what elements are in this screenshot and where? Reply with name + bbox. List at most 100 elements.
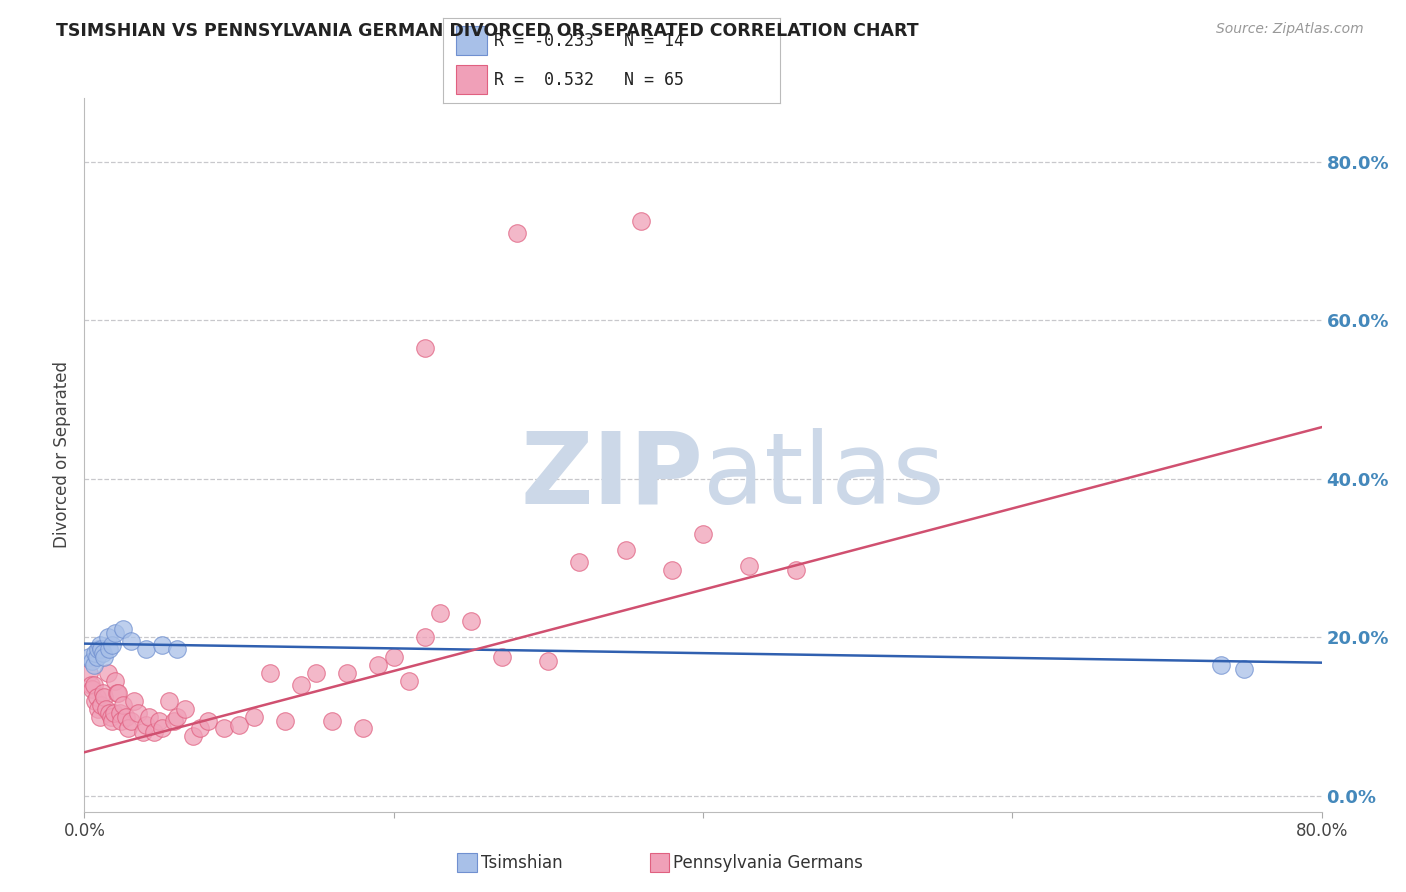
Point bbox=[97, 665, 120, 680]
Point bbox=[367, 658, 389, 673]
Point bbox=[93, 650, 115, 665]
Point bbox=[382, 650, 405, 665]
Point bbox=[83, 658, 105, 673]
Point bbox=[143, 725, 166, 739]
Point bbox=[84, 646, 107, 660]
Point bbox=[86, 650, 108, 665]
Point bbox=[112, 623, 135, 637]
Point bbox=[568, 555, 591, 569]
Point bbox=[87, 701, 110, 715]
Point bbox=[120, 714, 142, 728]
Point bbox=[661, 563, 683, 577]
Point bbox=[630, 214, 652, 228]
Point bbox=[108, 706, 131, 720]
FancyBboxPatch shape bbox=[457, 65, 486, 95]
Point bbox=[336, 665, 359, 680]
Point bbox=[79, 678, 101, 692]
Point bbox=[84, 694, 107, 708]
Point bbox=[174, 701, 197, 715]
Point bbox=[413, 630, 436, 644]
Point bbox=[212, 722, 235, 736]
Point bbox=[117, 722, 139, 736]
Point bbox=[120, 634, 142, 648]
Point bbox=[98, 642, 121, 657]
Point bbox=[135, 717, 157, 731]
Point bbox=[107, 686, 129, 700]
Point bbox=[98, 706, 121, 720]
Point bbox=[259, 665, 281, 680]
Point bbox=[110, 714, 132, 728]
Point bbox=[101, 638, 124, 652]
Point bbox=[398, 673, 420, 688]
Point bbox=[132, 725, 155, 739]
Point bbox=[537, 654, 560, 668]
Point bbox=[86, 690, 108, 704]
Point bbox=[104, 673, 127, 688]
Text: R = -0.233   N = 14: R = -0.233 N = 14 bbox=[494, 32, 683, 50]
Point bbox=[1233, 662, 1256, 676]
Point bbox=[103, 706, 125, 720]
Point bbox=[82, 681, 104, 696]
Point bbox=[305, 665, 328, 680]
Point bbox=[614, 543, 637, 558]
Point bbox=[100, 709, 122, 723]
Point bbox=[506, 226, 529, 240]
Point bbox=[159, 694, 181, 708]
Point bbox=[197, 714, 219, 728]
Point bbox=[112, 698, 135, 712]
Point bbox=[83, 678, 105, 692]
Point bbox=[89, 638, 111, 652]
Point bbox=[90, 642, 112, 657]
Point bbox=[77, 665, 100, 680]
Point bbox=[429, 607, 451, 621]
Point bbox=[166, 642, 188, 657]
Y-axis label: Divorced or Separated: Divorced or Separated bbox=[53, 361, 72, 549]
Point bbox=[243, 709, 266, 723]
Point bbox=[150, 722, 173, 736]
Point bbox=[105, 686, 128, 700]
Point bbox=[1211, 658, 1233, 673]
Point bbox=[89, 709, 111, 723]
Point bbox=[91, 686, 114, 700]
FancyBboxPatch shape bbox=[457, 27, 486, 55]
Point bbox=[692, 527, 714, 541]
Text: Tsimshian: Tsimshian bbox=[481, 854, 562, 871]
Point bbox=[274, 714, 297, 728]
Point bbox=[115, 709, 138, 723]
Point bbox=[104, 626, 127, 640]
Point bbox=[321, 714, 343, 728]
Point bbox=[82, 654, 104, 668]
Point bbox=[91, 646, 114, 660]
Point bbox=[491, 650, 513, 665]
Point bbox=[87, 642, 110, 657]
Point bbox=[460, 615, 482, 629]
Text: atlas: atlas bbox=[703, 428, 945, 524]
Point bbox=[181, 730, 204, 744]
Point bbox=[122, 694, 145, 708]
Point bbox=[738, 558, 761, 573]
Point bbox=[228, 717, 250, 731]
Point bbox=[90, 698, 112, 712]
Text: Source: ZipAtlas.com: Source: ZipAtlas.com bbox=[1216, 22, 1364, 37]
Text: TSIMSHIAN VS PENNSYLVANIA GERMAN DIVORCED OR SEPARATED CORRELATION CHART: TSIMSHIAN VS PENNSYLVANIA GERMAN DIVORCE… bbox=[56, 22, 920, 40]
Point bbox=[94, 701, 117, 715]
Text: ZIP: ZIP bbox=[520, 428, 703, 524]
Point bbox=[77, 650, 100, 665]
Text: R =  0.532   N = 65: R = 0.532 N = 65 bbox=[494, 70, 683, 88]
Point bbox=[163, 714, 186, 728]
Point bbox=[138, 709, 160, 723]
Point bbox=[101, 714, 124, 728]
Point bbox=[135, 642, 157, 657]
Point bbox=[188, 722, 212, 736]
Text: Pennsylvania Germans: Pennsylvania Germans bbox=[673, 854, 863, 871]
Point bbox=[148, 714, 170, 728]
Point bbox=[352, 722, 374, 736]
Point bbox=[166, 709, 188, 723]
Point bbox=[150, 638, 173, 652]
Point bbox=[413, 341, 436, 355]
Point bbox=[785, 563, 807, 577]
Point bbox=[97, 630, 120, 644]
Point bbox=[290, 678, 312, 692]
Point bbox=[128, 706, 150, 720]
Point bbox=[93, 690, 115, 704]
